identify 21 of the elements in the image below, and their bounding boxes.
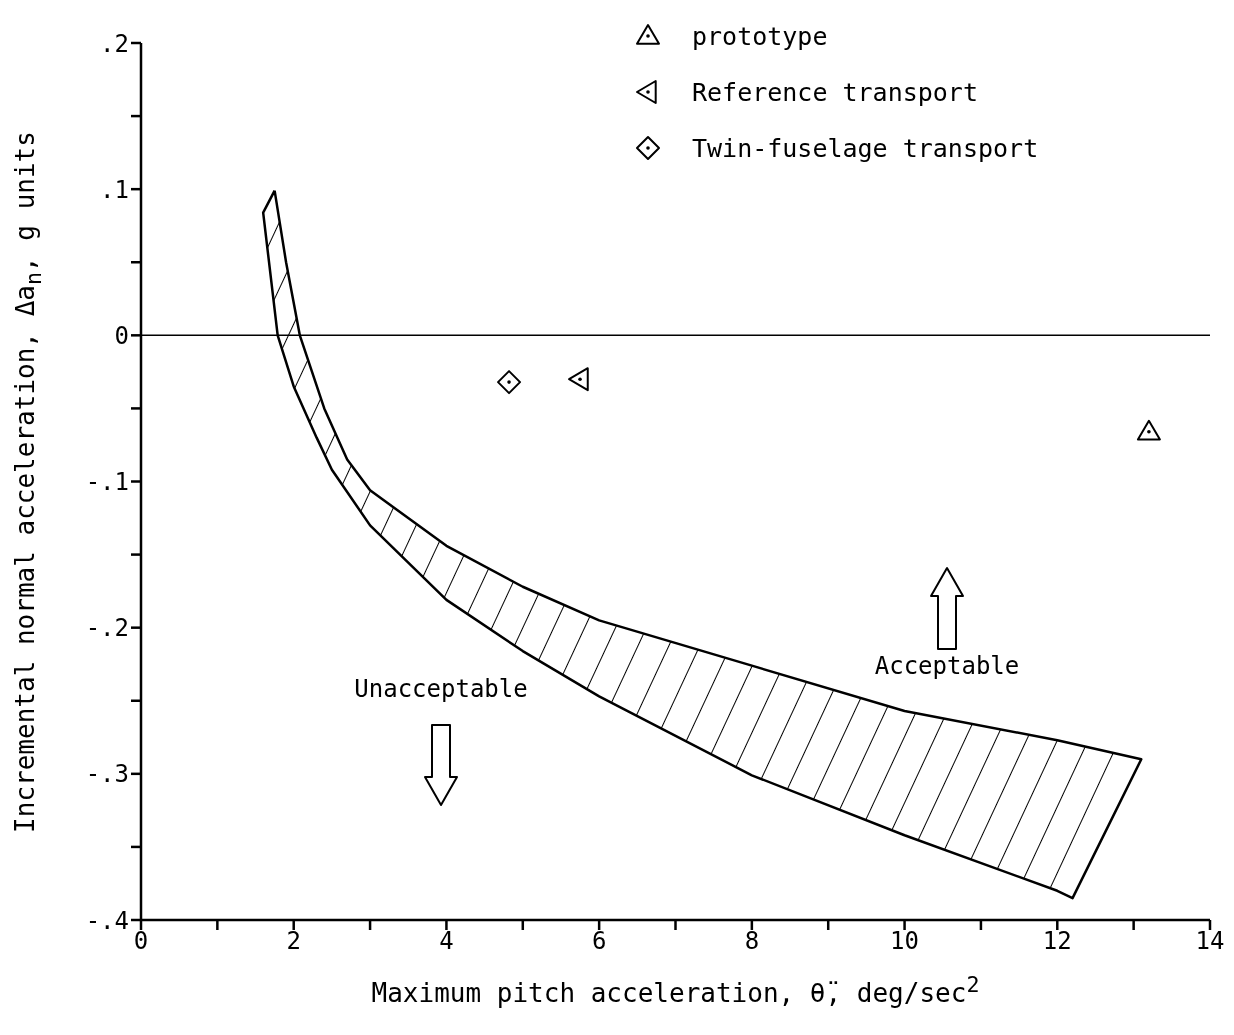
x-tick-label: 6 — [591, 927, 607, 956]
x-tick-label: 0 — [133, 927, 149, 956]
y-tick-label: -.3 — [85, 760, 129, 789]
y-tick-label: 0 — [114, 321, 129, 350]
legend-label: Twin-fuselage transport — [692, 133, 1039, 163]
y-tick-label: -.2 — [85, 614, 129, 643]
y-tick-label: -.4 — [85, 906, 129, 935]
legend-label: Reference transport — [692, 77, 978, 107]
x-axis-title: Maximum pitch acceleration, θ̈, deg/sec$^{2}$ — [370, 972, 981, 1008]
annotation: Acceptable — [874, 652, 1020, 680]
x-tick-label: 8 — [744, 927, 760, 956]
x-tick-label: 10 — [890, 927, 920, 956]
x-tick-label: 12 — [1042, 927, 1072, 956]
y-tick-label: .1 — [100, 175, 129, 204]
annotation: Unacceptable — [354, 675, 528, 703]
x-tick-label: 2 — [286, 927, 301, 956]
x-tick-label: 14 — [1195, 927, 1225, 956]
x-tick-label: 4 — [439, 927, 454, 956]
y-tick-label: -.1 — [85, 468, 129, 497]
y-tick-label: .2 — [100, 29, 129, 58]
legend-label: prototype — [692, 21, 828, 51]
